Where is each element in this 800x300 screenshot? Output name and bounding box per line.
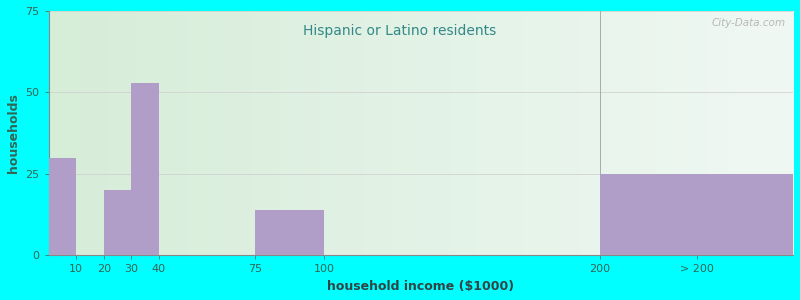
- Bar: [131, 83, 159, 256]
- Text: City-Data.com: City-Data.com: [711, 18, 786, 28]
- Bar: [600, 174, 793, 256]
- Bar: [255, 210, 324, 256]
- Bar: [49, 158, 76, 256]
- Y-axis label: households: households: [7, 93, 20, 173]
- Text: Hispanic or Latino residents: Hispanic or Latino residents: [303, 25, 497, 38]
- X-axis label: household income ($1000): household income ($1000): [327, 280, 514, 293]
- Bar: [104, 190, 131, 256]
